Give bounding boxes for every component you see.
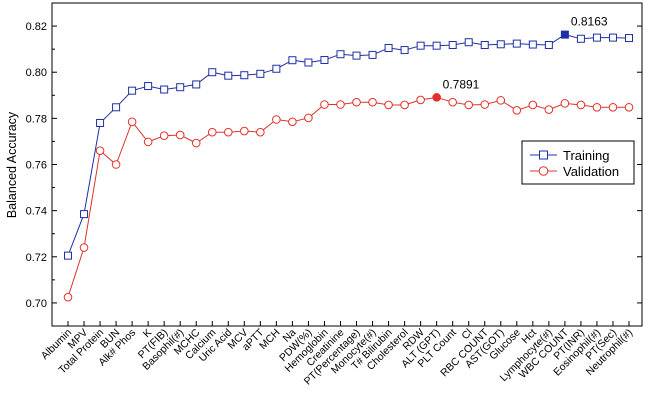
validation-point	[304, 113, 313, 123]
training-point	[208, 68, 217, 77]
validation-point	[207, 127, 217, 137]
validation-point	[352, 97, 361, 107]
training-point	[272, 64, 281, 73]
training-point	[176, 83, 185, 92]
validation-point	[79, 243, 89, 252]
training-point	[304, 58, 313, 67]
validation-point	[528, 100, 538, 110]
y-tick-label: 0.76	[26, 160, 47, 172]
validation-point	[175, 130, 185, 140]
validation-point	[448, 97, 457, 107]
legend-label-validation: Validation	[563, 164, 619, 179]
training-point	[368, 50, 377, 59]
validation-point	[608, 102, 618, 112]
training-point	[80, 210, 89, 219]
validation-point	[576, 100, 586, 110]
validation-highlight-point	[432, 93, 441, 102]
annotation-layer: 0.8163 0.7891	[443, 15, 608, 92]
validation-point	[560, 99, 570, 108]
training-point	[544, 40, 553, 49]
legend-box	[521, 140, 635, 185]
legend-label-training: Training	[563, 148, 609, 163]
series-line-validation	[67, 96, 629, 298]
y-tick-label: 0.78	[26, 113, 47, 125]
validation-point	[336, 100, 345, 109]
training-point	[496, 40, 505, 49]
training-point	[144, 82, 153, 91]
training-point	[224, 71, 233, 80]
training-point	[112, 103, 121, 112]
validation-point	[368, 97, 377, 107]
y-tick-label: 0.72	[26, 252, 47, 264]
training-highlight-point	[560, 30, 569, 39]
validation-point	[223, 127, 233, 137]
validation-point	[496, 96, 506, 105]
training-point	[288, 56, 297, 65]
y-axis: 0.70 0.72 0.74 0.76 0.78 0.80 0.82	[26, 21, 642, 310]
validation-point	[127, 117, 137, 127]
validation-point	[544, 105, 554, 114]
validation-point	[400, 100, 409, 110]
validation-point	[111, 160, 121, 169]
validation-point	[384, 100, 393, 110]
training-peak-label: 0.8163	[571, 15, 608, 29]
validation-peak-label: 0.7891	[443, 77, 480, 91]
training-point	[352, 51, 361, 60]
validation-point	[592, 102, 602, 112]
y-axis-title: Balanced Accuracy	[5, 111, 19, 218]
validation-point	[480, 100, 490, 109]
validation-point	[63, 292, 73, 302]
validation-point	[143, 137, 153, 147]
training-point	[432, 41, 441, 50]
validation-point	[256, 127, 265, 137]
training-point	[96, 118, 105, 127]
training-point	[608, 33, 617, 42]
y-tick-label: 0.74	[26, 206, 47, 218]
training-point	[256, 69, 265, 78]
training-point	[192, 80, 201, 89]
training-point	[160, 85, 169, 94]
training-point	[625, 34, 633, 43]
legend-marker-training	[539, 150, 548, 160]
training-point	[416, 41, 425, 50]
training-point	[400, 46, 409, 55]
training-point	[464, 38, 473, 47]
training-point	[528, 40, 537, 49]
training-point	[336, 50, 345, 59]
validation-point	[624, 102, 634, 112]
legend-marker-validation	[538, 166, 549, 176]
series-layer	[63, 30, 634, 302]
validation-point	[320, 100, 329, 109]
training-point	[480, 40, 489, 49]
y-tick-label: 0.80	[26, 67, 47, 79]
validation-point	[464, 100, 474, 110]
validation-point	[416, 95, 425, 105]
training-point	[592, 33, 601, 42]
training-point	[448, 40, 457, 49]
validation-point	[95, 146, 105, 155]
validation-point	[191, 138, 201, 148]
validation-point	[288, 117, 297, 127]
training-point	[320, 55, 329, 64]
training-point	[384, 43, 393, 52]
y-tick-label: 0.70	[26, 298, 47, 310]
training-point	[128, 86, 137, 95]
training-point	[240, 71, 249, 80]
training-point	[64, 251, 72, 260]
validation-point	[159, 131, 169, 140]
y-tick-label: 0.82	[26, 21, 47, 33]
training-point	[512, 39, 521, 48]
validation-point	[272, 115, 281, 124]
training-point	[576, 34, 585, 43]
validation-point	[240, 126, 249, 136]
validation-point	[512, 105, 522, 115]
